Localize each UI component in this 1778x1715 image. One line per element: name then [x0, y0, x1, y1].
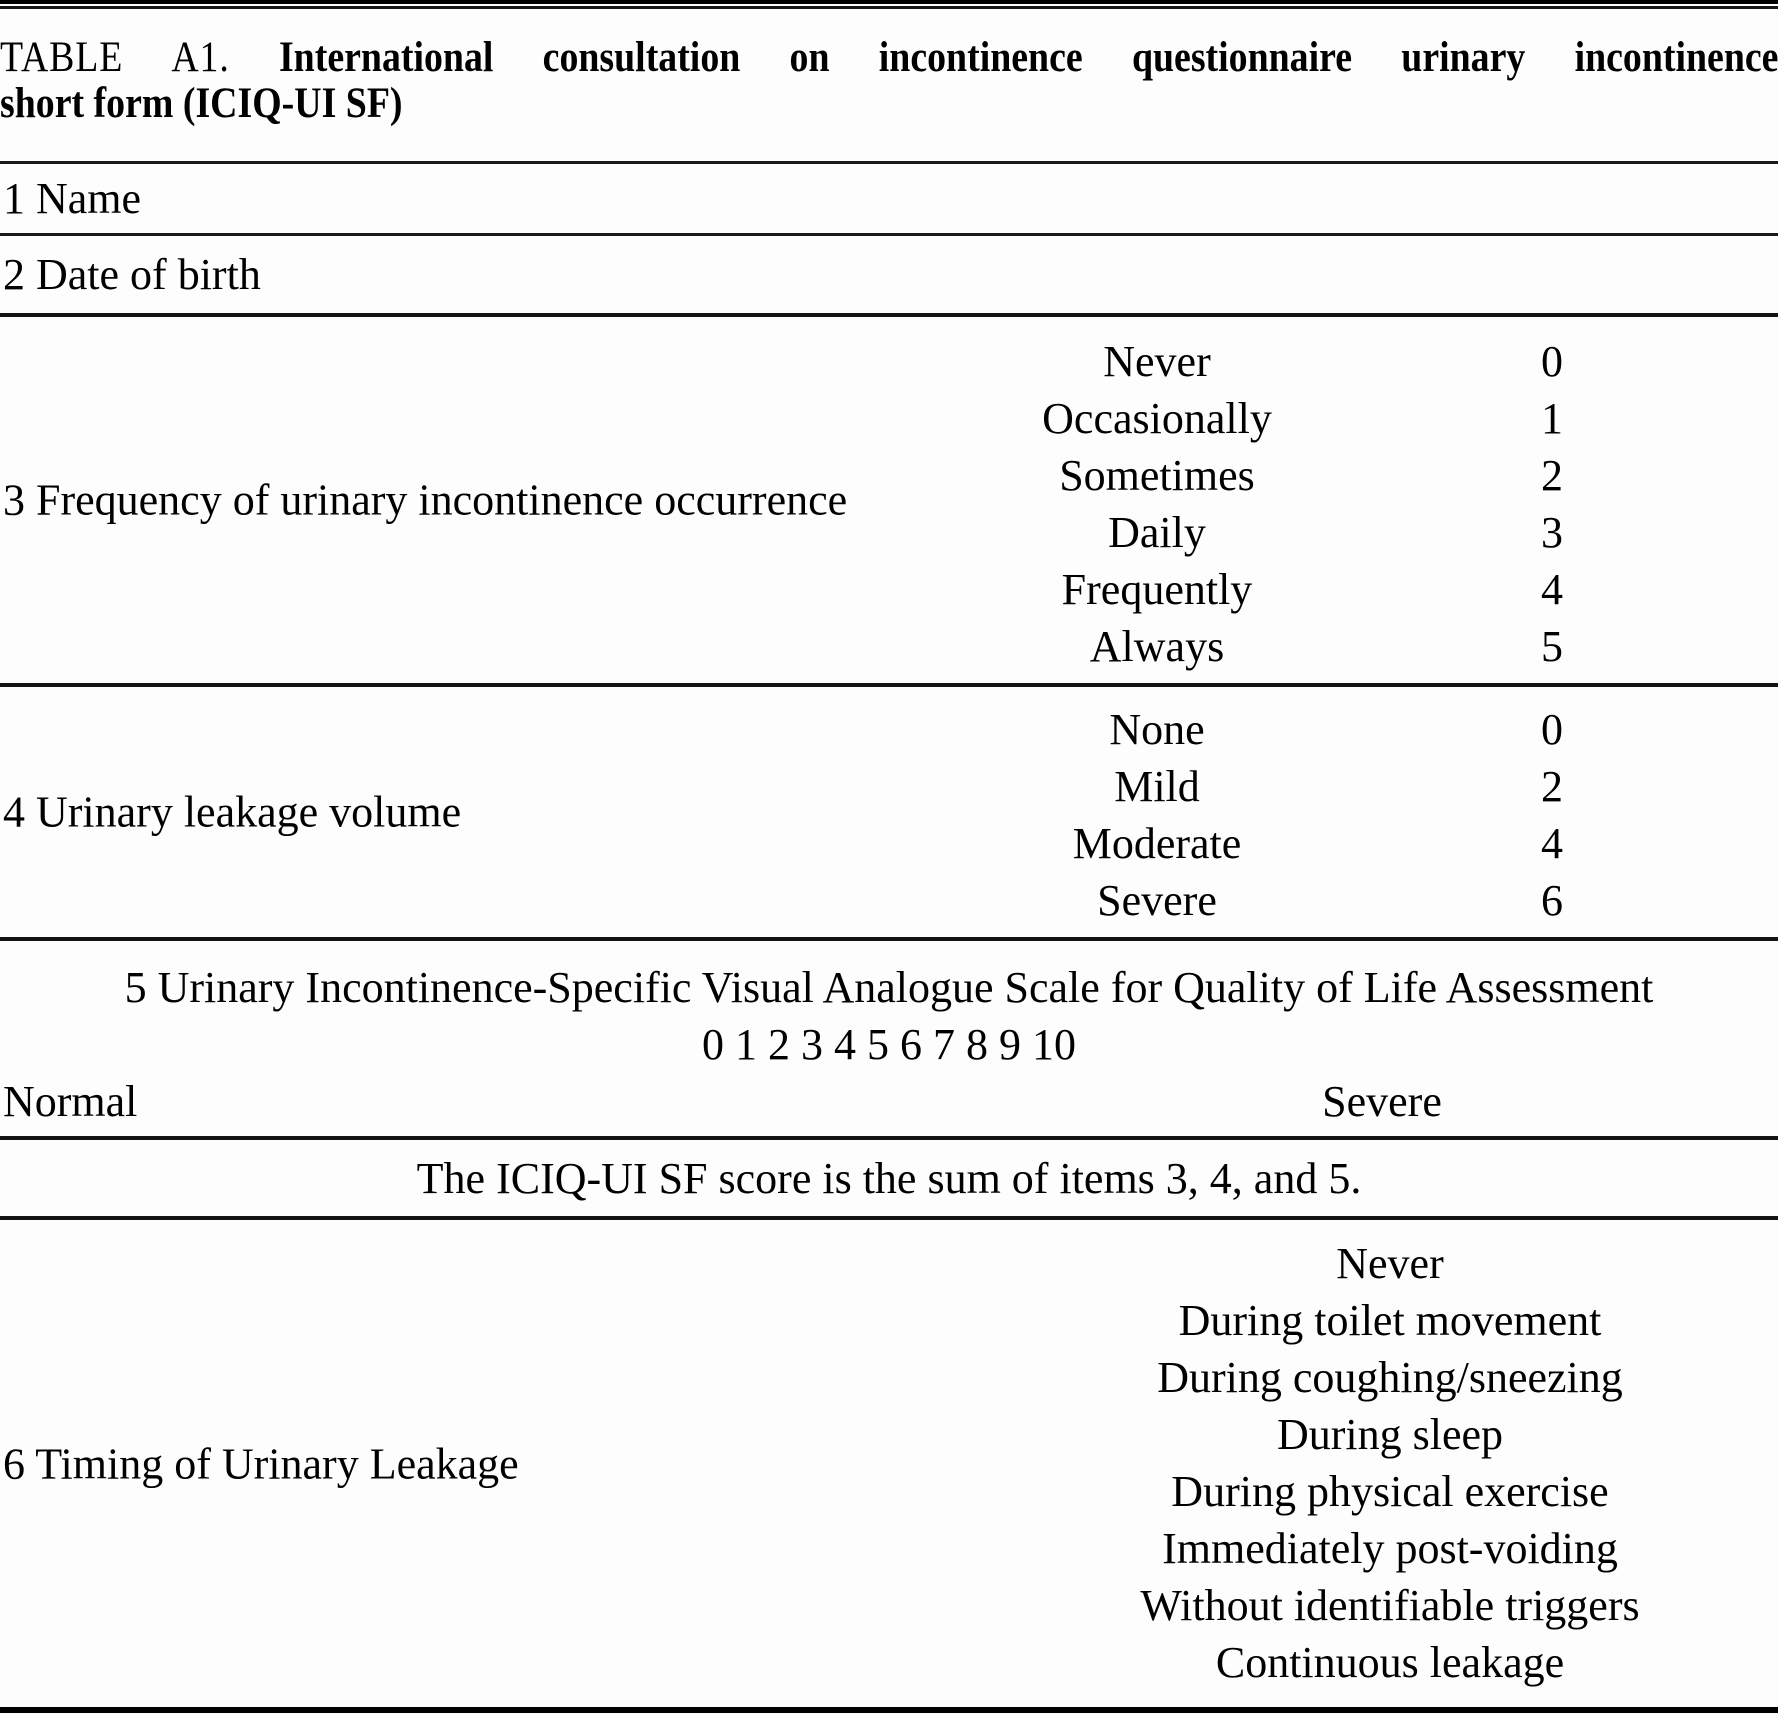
table-title-text-2: short form (ICIQ-UI SF)	[0, 80, 403, 127]
item3-option-label: Never	[1103, 337, 1211, 386]
rule-above-score-note	[0, 1136, 1778, 1140]
item6-option-label: During toilet movement	[1178, 1296, 1602, 1345]
item5-question-label: 5 Urinary Incontinence-Specific Visual A…	[124, 963, 1654, 1012]
item4-volume-row: 4 Urinary leakage volume None Mild Moder…	[0, 687, 1778, 937]
field-dob-label: 2 Date of birth	[3, 250, 261, 299]
item5-vas-row: 5 Urinary Incontinence-Specific Visual A…	[0, 941, 1778, 1136]
top-rule-gap	[0, 4, 1778, 6]
item3-option-score: 4	[1541, 565, 1563, 614]
rule-above-item6	[0, 1216, 1778, 1220]
table-number-label: TABLE A1.	[0, 34, 230, 81]
table-title-text: International consultation on incontinen…	[278, 34, 1778, 81]
table-caption: TABLE A1. International consultation on …	[0, 9, 1778, 161]
item6-question-label: 6 Timing of Urinary Leakage	[3, 1439, 519, 1488]
bottom-thick-rule	[0, 1707, 1778, 1713]
item3-option-label: Daily	[1108, 508, 1206, 557]
rule-above-name	[0, 161, 1778, 164]
item3-frequency-row: 3 Frequency of urinary incontinence occu…	[0, 317, 1778, 683]
field-name-row: 1 Name	[0, 164, 1778, 233]
item5-anchor-normal: Normal	[3, 1077, 138, 1126]
item6-option-label: Continuous leakage	[1215, 1638, 1565, 1687]
top-thick-rule	[0, 0, 1778, 4]
item3-option-score: 2	[1541, 451, 1563, 500]
item3-option-label: Always	[1089, 622, 1225, 671]
item4-option-score: 2	[1541, 762, 1563, 811]
item4-question-label: 4 Urinary leakage volume	[3, 787, 462, 837]
item6-option-label: During coughing/sneezing	[1157, 1353, 1623, 1402]
item3-option-column: Never Occasionally Sometimes Daily Frequ…	[1042, 333, 1272, 675]
item4-option-score: 0	[1541, 705, 1563, 754]
score-note-row: The ICIQ-UI SF score is the sum of items…	[0, 1140, 1778, 1216]
score-note-text: The ICIQ-UI SF score is the sum of items…	[416, 1153, 1362, 1203]
rule-above-item4	[0, 683, 1778, 687]
field-dob-row: 2 Date of birth	[0, 236, 1778, 313]
item6-option-label: During sleep	[1276, 1410, 1504, 1459]
item4-option-score: 4	[1541, 819, 1563, 868]
top-thin-rule	[0, 6, 1778, 9]
field-name-label: 1 Name	[3, 174, 142, 223]
item6-option-column: Never During toilet movement During coug…	[1140, 1235, 1639, 1691]
item6-timing-row: 6 Timing of Urinary Leakage Never During…	[0, 1220, 1778, 1707]
table-caption-line-1: TABLE A1. International consultation on …	[0, 35, 1778, 81]
item6-option-label: Never	[1336, 1239, 1444, 1288]
item6-option-label: Immediately post-voiding	[1162, 1524, 1618, 1573]
item3-option-label: Sometimes	[1059, 451, 1255, 500]
item3-option-score: 3	[1541, 508, 1563, 557]
item3-question-label: 3 Frequency of urinary incontinence occu…	[3, 475, 848, 525]
item4-score-column: 0 2 4 6	[1541, 701, 1563, 929]
item6-option-label: Without identifiable triggers	[1140, 1581, 1640, 1630]
item3-score-column: 0 1 2 3 4 5	[1541, 333, 1563, 675]
item3-option-label: Occasionally	[1042, 394, 1272, 443]
item3-option-score: 1	[1541, 394, 1563, 443]
item5-anchor-row: Normal Severe	[0, 1073, 1778, 1130]
item5-anchor-severe: Severe	[1322, 1077, 1442, 1126]
item5-scale-numbers: 0 1 2 3 4 5 6 7 8 9 10	[702, 1020, 1076, 1069]
item3-option-label: Frequently	[1061, 565, 1253, 614]
table-caption-line-2: short form (ICIQ-UI SF)	[0, 81, 1778, 127]
item4-option-column: None Mild Moderate Severe	[1073, 701, 1242, 929]
item4-option-label: Severe	[1097, 876, 1217, 925]
item4-option-label: Mild	[1114, 762, 1200, 811]
item4-option-score: 6	[1541, 876, 1563, 925]
item3-option-score: 5	[1541, 622, 1563, 671]
rule-above-item5	[0, 937, 1778, 941]
item3-option-score: 0	[1541, 337, 1563, 386]
item6-option-label: During physical exercise	[1171, 1467, 1609, 1516]
rule-above-item3	[0, 313, 1778, 317]
item4-option-label: None	[1109, 705, 1205, 754]
rule-above-dob	[0, 233, 1778, 236]
item4-option-label: Moderate	[1072, 819, 1242, 868]
